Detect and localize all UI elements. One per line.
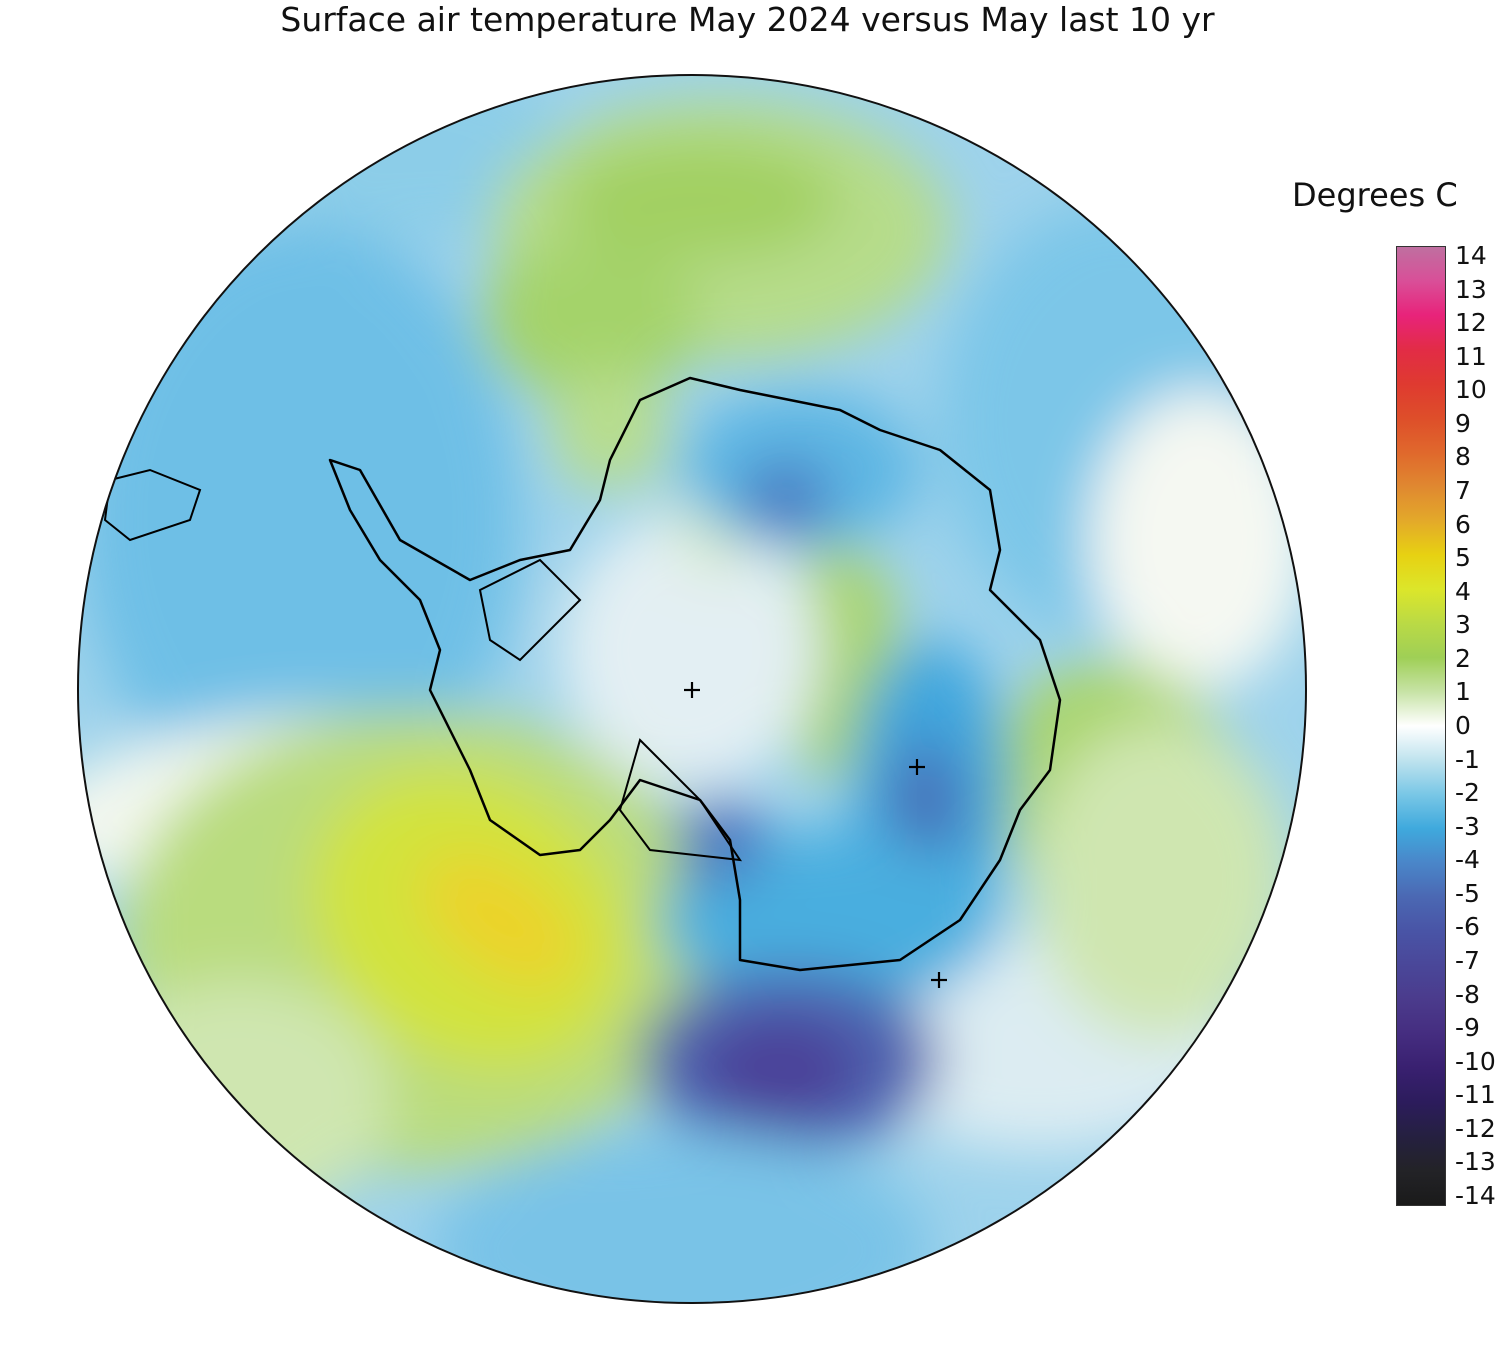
map-title: Surface air temperature May 2024 versus … bbox=[280, 0, 1215, 39]
temperature-anomaly-field bbox=[78, 75, 1306, 1303]
colorbar-tick-label: 13 bbox=[1455, 274, 1487, 304]
colorbar-tick-label: -5 bbox=[1455, 878, 1480, 908]
colorbar-tick-label: 9 bbox=[1455, 408, 1471, 438]
colorbar-tick-label: -12 bbox=[1455, 1113, 1496, 1143]
colorbar-tick-label: 14 bbox=[1455, 241, 1487, 270]
pole-markers bbox=[684, 682, 947, 988]
colorbar-tick-label: 0 bbox=[1455, 711, 1471, 740]
colorbar-tick-label: 12 bbox=[1455, 308, 1487, 338]
colorbar-tick-label: -2 bbox=[1455, 778, 1480, 808]
colorbar-tick-label: 1 bbox=[1455, 677, 1471, 707]
colorbar-tick-label: -1 bbox=[1455, 744, 1480, 774]
colorbar-tick-label: 8 bbox=[1455, 442, 1471, 472]
colorbar-tick-label: 3 bbox=[1455, 610, 1471, 640]
colorbar-tick-label: -11 bbox=[1455, 1080, 1496, 1110]
south-america-coastline bbox=[103, 468, 202, 542]
colorbar-tick-label: 2 bbox=[1455, 643, 1471, 673]
colorbar-tick-label: -10 bbox=[1455, 1046, 1496, 1076]
colorbar-tick-label: -14 bbox=[1455, 1181, 1496, 1210]
colorbar-tick-label: 10 bbox=[1455, 375, 1487, 405]
colorbar-tick-label: -6 bbox=[1455, 912, 1480, 942]
legend-title: Degrees C bbox=[1292, 176, 1458, 214]
colorbar-tick-label: -7 bbox=[1455, 946, 1480, 975]
colorbar bbox=[1396, 246, 1446, 1206]
colorbar-tick-label: 5 bbox=[1455, 543, 1471, 573]
colorbar-tick-label: -8 bbox=[1455, 979, 1480, 1009]
ice-shelf-outline bbox=[478, 558, 582, 662]
colorbar-tick-label: 11 bbox=[1455, 341, 1487, 371]
colorbar-tick-label: 6 bbox=[1455, 509, 1471, 539]
colorbar-tick-label: -4 bbox=[1455, 845, 1480, 875]
colorbar-tick-label: -13 bbox=[1455, 1147, 1496, 1177]
colorbar-tick-label: 4 bbox=[1455, 576, 1471, 606]
colorbar-tick-label: -9 bbox=[1455, 1013, 1480, 1043]
colorbar-tick-label: 7 bbox=[1455, 476, 1471, 505]
colorbar-tick-label: -3 bbox=[1455, 811, 1480, 841]
ice-shelf-outline-2 bbox=[618, 738, 743, 862]
